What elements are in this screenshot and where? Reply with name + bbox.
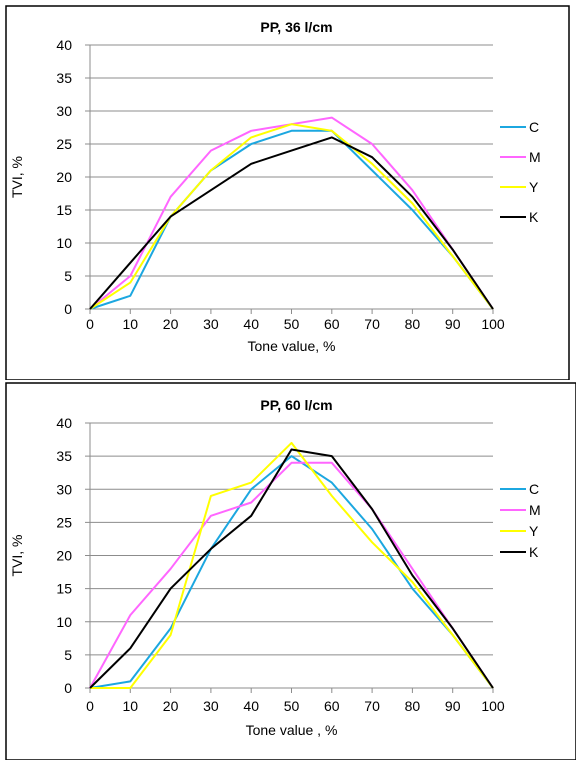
x-tick-label: 20 <box>163 698 179 714</box>
series-line-k <box>89 448 494 689</box>
y-tick-label: 35 <box>56 70 72 86</box>
y-tick-label: 40 <box>56 37 72 53</box>
chart-border <box>5 5 570 380</box>
y-tick-label: 35 <box>56 448 72 464</box>
series-line-y <box>90 441 494 689</box>
x-tick-label: 90 <box>445 698 461 714</box>
x-tick-label: 60 <box>324 698 340 714</box>
x-axis-label: Tone value , % <box>246 722 338 738</box>
series-line-k <box>89 136 494 310</box>
y-tick-label: 20 <box>56 169 72 185</box>
chart-panel-36: PP, 36 l/cm 0 5 10 15 20 25 30 35 40 0 10 20 30 40 50 60… <box>0 0 576 380</box>
series-line-m <box>89 461 494 689</box>
y-tick-label: 5 <box>64 647 72 663</box>
x-tick-label: 40 <box>243 698 259 714</box>
y-tick-label: 40 <box>56 415 72 431</box>
x-axis-label: Tone value, % <box>248 338 336 354</box>
x-tick-label: 80 <box>405 698 421 714</box>
x-tick-label: 80 <box>405 316 421 332</box>
legend-label-y: Y <box>529 179 539 195</box>
x-tick-label: 90 <box>445 316 461 332</box>
x-tick-label: 0 <box>86 698 94 714</box>
series-line-y <box>89 123 494 310</box>
x-tick-label: 30 <box>203 316 219 332</box>
x-tick-label: 50 <box>284 698 300 714</box>
y-tick-label: 10 <box>56 614 72 630</box>
chart-title: PP, 60 l/cm <box>260 397 332 413</box>
chart-panel-60: PP, 60 l/cm 0 5 10 15 20 25 30 35 40 0 10 20 30 40 50 60… <box>0 380 576 760</box>
chart-title: PP, 36 l/cm <box>260 19 332 35</box>
tvi-chart-36: PP, 36 l/cm 0 5 10 15 20 25 30 35 40 0 10 20 30 40 50 60… <box>5 5 570 380</box>
x-tick-label: 10 <box>123 316 139 332</box>
x-tick-label: 20 <box>163 316 179 332</box>
y-tick-label: 25 <box>56 514 72 530</box>
x-tick-label: 70 <box>364 698 380 714</box>
x-tick-label: 10 <box>123 698 139 714</box>
x-tick-label: 70 <box>364 316 380 332</box>
legend-label-k: K <box>529 544 539 560</box>
y-tick-label: 0 <box>64 301 72 317</box>
series-line-c <box>89 129 494 310</box>
x-tick-label: 60 <box>324 316 340 332</box>
y-tick-label: 15 <box>56 202 72 218</box>
y-tick-label: 5 <box>64 268 72 284</box>
legend-label-c: C <box>529 119 539 135</box>
y-tick-label: 20 <box>56 548 72 564</box>
legend-label-k: K <box>529 209 539 225</box>
x-tick-label: 50 <box>284 316 300 332</box>
y-tick-label: 30 <box>56 481 72 497</box>
x-tick-label: 0 <box>86 316 94 332</box>
y-tick-label: 25 <box>56 136 72 152</box>
y-tick-label: 10 <box>56 235 72 251</box>
y-tick-label: 0 <box>64 680 72 696</box>
y-tick-label: 15 <box>56 581 72 597</box>
x-tick-label: 40 <box>243 316 259 332</box>
x-tick-label: 100 <box>481 316 505 332</box>
legend-label-m: M <box>529 149 541 165</box>
legend-label-y: Y <box>529 523 539 539</box>
tvi-chart-60: PP, 60 l/cm 0 5 10 15 20 25 30 35 40 0 10 20 30 40 50 60… <box>5 382 576 760</box>
chart-border <box>5 382 576 760</box>
x-tick-label: 100 <box>481 698 505 714</box>
series-line-c <box>89 455 494 689</box>
legend-label-m: M <box>529 502 541 518</box>
y-axis-label: TVI, % <box>9 534 25 576</box>
legend-label-c: C <box>529 481 539 497</box>
x-tick-label: 30 <box>203 698 219 714</box>
y-tick-label: 30 <box>56 103 72 119</box>
y-axis-label: TVI, % <box>9 156 25 198</box>
